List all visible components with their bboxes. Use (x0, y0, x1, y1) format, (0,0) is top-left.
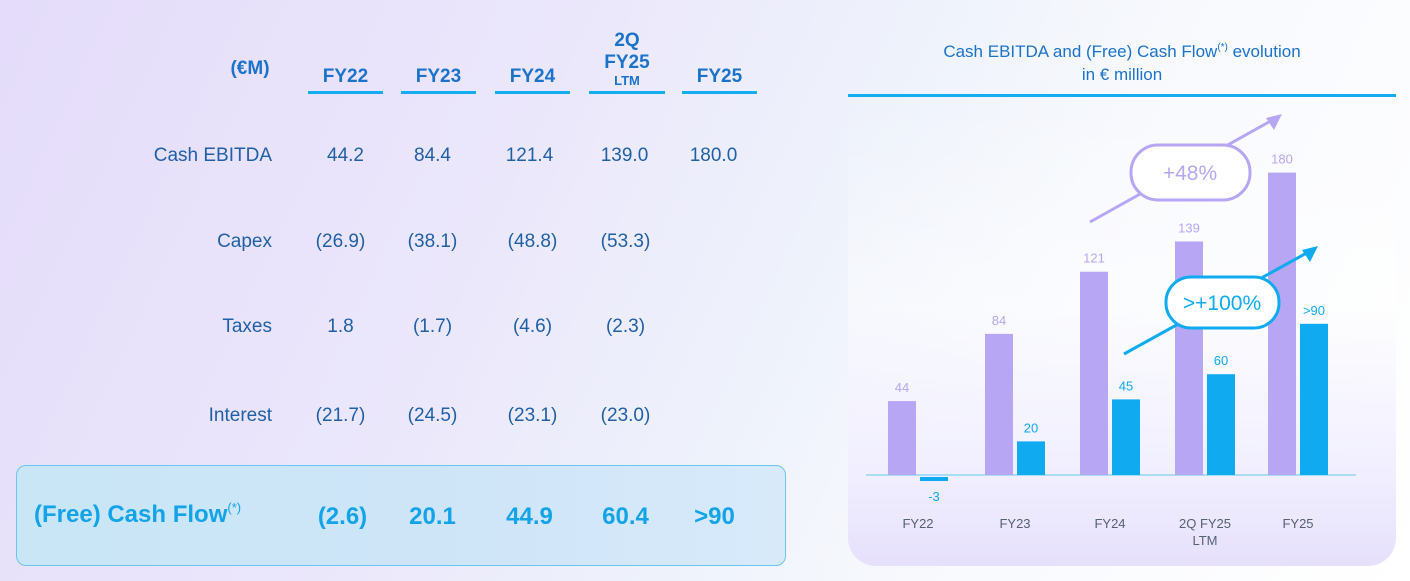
free-cash-flow-cell: 20.1 (409, 503, 456, 530)
header-underline (682, 91, 757, 94)
bar-data-label: 84 (992, 313, 1006, 328)
x-tick-sublabel: LTM (1192, 533, 1217, 548)
x-tick-label: FY25 (1282, 516, 1313, 531)
x-tick-label: 2Q FY25 (1179, 516, 1231, 531)
header-underline (495, 91, 570, 94)
fcf-growth-label: >+100% (1183, 292, 1261, 315)
free-cash-flow-bar (1017, 441, 1045, 475)
free-cash-flow-bar (1300, 323, 1328, 475)
bar-data-label: 44 (895, 380, 909, 395)
financial-table: (€M) FY22 FY23 FY24 2Q FY25 LTM FY25 Cas… (16, 30, 786, 566)
free-cash-flow-highlight-box (16, 465, 786, 566)
table-cell: (1.7) (412, 316, 453, 337)
table-cell: (26.9) (315, 231, 366, 252)
x-tick-label: FY24 (1094, 516, 1125, 531)
row-label-taxes: Taxes (222, 316, 272, 337)
cash-ebitda-bar (1268, 172, 1296, 475)
chart-subtitle: in € million (1081, 65, 1163, 84)
chart-title-rule (848, 94, 1396, 97)
free-cash-flow-cell: >90 (694, 503, 735, 530)
free-cash-flow-cell: (2.6) (317, 503, 368, 530)
bar-data-label: 60 (1214, 353, 1228, 368)
table-cell: (53.3) (600, 231, 651, 252)
free-cash-flow-cell: 60.4 (602, 503, 649, 530)
table-cell: 44.2 (327, 145, 364, 166)
x-tick-label: FY23 (999, 516, 1030, 531)
ebitda-growth-arrowhead (1266, 114, 1282, 130)
column-header-fy23: FY23 (401, 38, 476, 94)
table-cell: (4.6) (512, 316, 553, 337)
chart-title: Cash EBITDA and (Free) Cash Flow(*) evol… (943, 42, 1301, 84)
column-header-fy25: FY25 (682, 38, 757, 94)
table-cell: (23.1) (507, 405, 558, 426)
row-label-cash-ebitda: Cash EBITDA (153, 145, 272, 166)
column-header-fy22: FY22 (308, 38, 383, 94)
table-cell: (2.3) (605, 316, 646, 337)
bar-data-label: 45 (1119, 378, 1133, 393)
free-cash-flow-bar (1112, 399, 1140, 475)
bar-data-label: 20 (1024, 420, 1038, 435)
ebitda-growth-label: +48% (1163, 162, 1217, 185)
column-header-2q-fy25-ltm: 2Q FY25 LTM (589, 30, 665, 94)
table-cell: 180.0 (689, 145, 738, 166)
table-cell: (48.8) (507, 231, 558, 252)
row-label-free-cash-flow: (Free) Cash Flow(*) (34, 500, 242, 528)
fcf-growth-arrowhead (1302, 246, 1318, 262)
table-cell: 121.4 (505, 145, 554, 166)
table-cell: (21.7) (315, 405, 366, 426)
unit-header: (€M) (230, 58, 270, 79)
ebitda-growth-pill (1129, 143, 1252, 202)
bar-data-label: >90 (1303, 303, 1325, 318)
fcf-growth-pill (1164, 275, 1281, 330)
free-cash-flow-bar (920, 477, 948, 481)
free-cash-flow-cell: 44.9 (506, 503, 553, 530)
bar-data-label: 180 (1271, 152, 1293, 167)
cash-ebitda-bar (1080, 271, 1108, 475)
row-label-capex: Capex (217, 231, 272, 252)
table-cell: (38.1) (407, 231, 458, 252)
header-underline (589, 91, 665, 94)
bar-data-label: 121 (1083, 251, 1105, 266)
x-tick-label: FY22 (902, 516, 933, 531)
table-cell: (24.5) (407, 405, 458, 426)
table-cell: 139.0 (600, 145, 649, 166)
cash-ebitda-bar (985, 333, 1013, 475)
header-underline (308, 91, 383, 94)
bar-data-label: -3 (928, 489, 940, 504)
header-underline (401, 91, 476, 94)
row-label-interest: Interest (208, 405, 272, 426)
cash-ebitda-bar (888, 401, 916, 475)
table-cell: 1.8 (327, 316, 354, 337)
table-cell: (23.0) (600, 405, 651, 426)
bar-data-label: 139 (1178, 220, 1200, 235)
column-header-fy24: FY24 (495, 38, 570, 94)
free-cash-flow-bar (1207, 374, 1235, 475)
table-cell: 84.4 (414, 145, 451, 166)
